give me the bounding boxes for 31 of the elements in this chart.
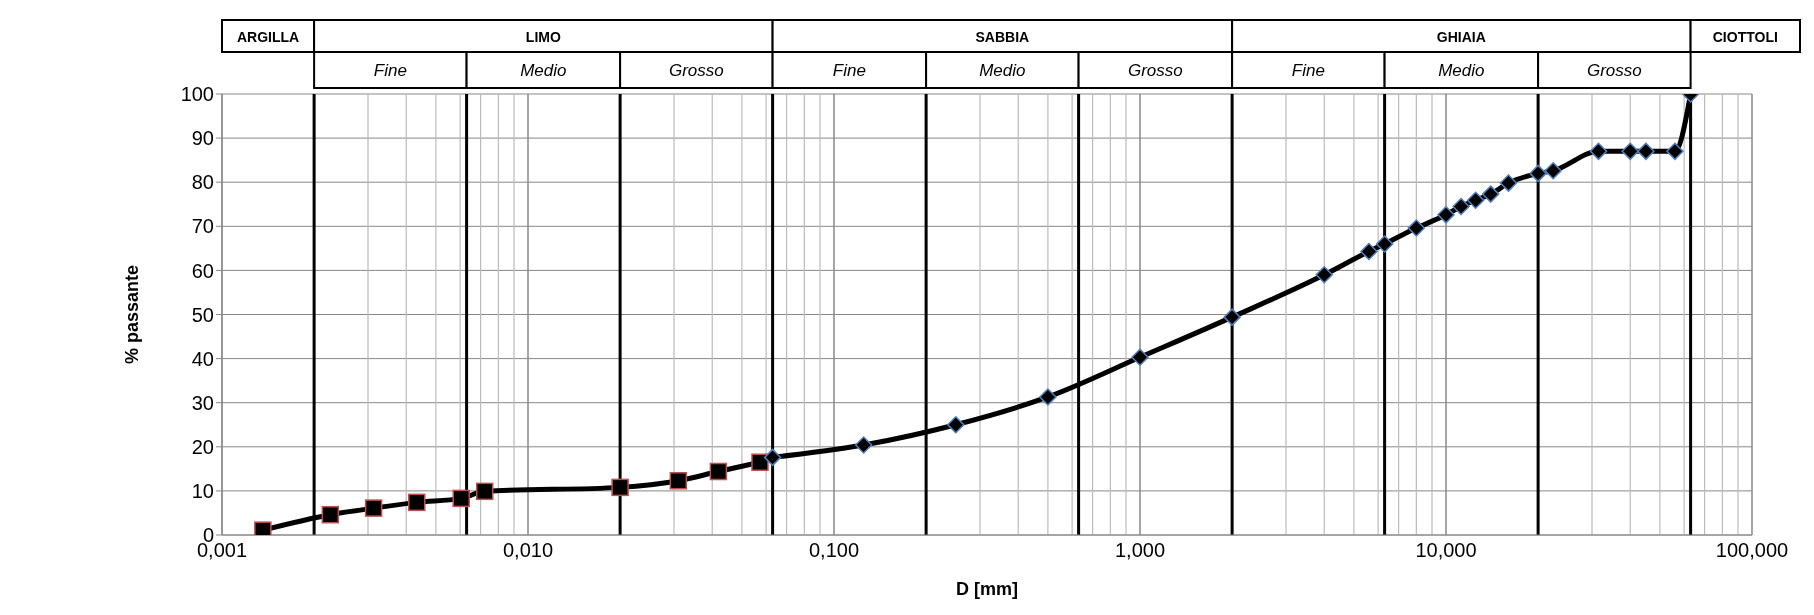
text: Fine — [1291, 61, 1325, 80]
y-tick-label: 10 — [191, 480, 214, 502]
x-tick-label: 10,000 — [1415, 539, 1477, 562]
text: Medio — [520, 61, 567, 80]
y-tick-label: 90 — [191, 127, 214, 150]
y-tick-label: 100 — [180, 83, 214, 106]
x-tick-label: 100,000 — [1715, 539, 1789, 562]
y-tick-label: 60 — [191, 259, 214, 282]
x-tick-label: 0,100 — [808, 539, 860, 562]
text: Medio — [979, 61, 1026, 80]
text: CIOTTOLI — [1712, 29, 1778, 45]
y-tick-label: 70 — [191, 215, 214, 238]
x-axis-title: D [mm] — [956, 579, 1018, 599]
text: Grosso — [1586, 61, 1642, 80]
text: Fine — [373, 61, 407, 80]
text: Grosso — [668, 61, 724, 80]
x-tick-label: 0,010 — [502, 539, 554, 562]
text: SABBIA — [975, 29, 1030, 45]
y-tick-label: 80 — [191, 171, 214, 194]
y-tick-label: 50 — [191, 303, 214, 326]
text: Fine — [832, 61, 866, 80]
y-axis-title: % passante — [122, 264, 143, 365]
y-tick-label: 30 — [191, 391, 214, 414]
y-tick-label: 20 — [191, 435, 214, 458]
text: GHIAIA — [1436, 29, 1486, 45]
text: Grosso — [1127, 61, 1183, 80]
text: LIMO — [525, 29, 561, 45]
text: ARGILLA — [236, 29, 300, 45]
x-tick-label: 1,000 — [1114, 539, 1166, 562]
y-tick-label: 40 — [191, 347, 214, 370]
text: Medio — [1438, 61, 1485, 80]
